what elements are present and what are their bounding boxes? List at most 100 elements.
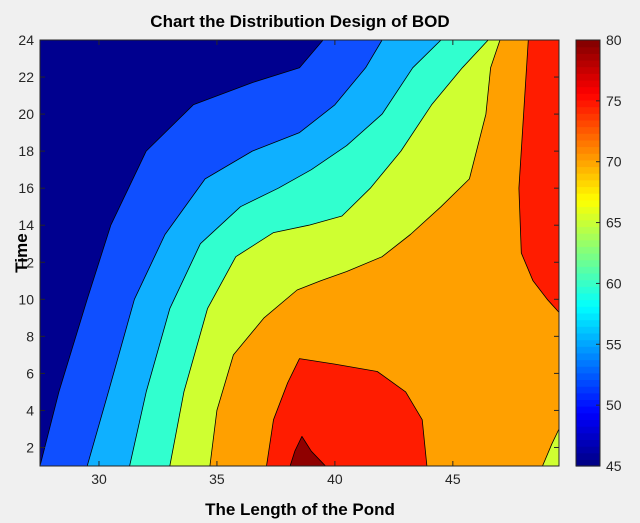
colorbar-swatch xyxy=(576,239,600,247)
region-75-80-bottom xyxy=(266,358,427,466)
colorbar-tick-label: 50 xyxy=(606,397,622,413)
colorbar-swatch xyxy=(576,79,600,88)
y-tick-label: 4 xyxy=(26,402,34,418)
colorbar-swatch xyxy=(576,46,600,54)
colorbar-swatch xyxy=(576,126,600,134)
y-tick-label: 6 xyxy=(26,365,34,381)
y-tick-label: 10 xyxy=(18,291,34,307)
x-tick-label: 45 xyxy=(445,471,461,487)
x-axis-label: The Length of the Pond xyxy=(205,500,395,519)
colorbar-swatch xyxy=(576,346,600,354)
colorbar-swatch xyxy=(576,206,600,214)
colorbar-swatch xyxy=(576,219,600,227)
colorbar-swatch xyxy=(576,93,600,101)
contour-line-65 xyxy=(169,40,489,466)
y-tick-label: 16 xyxy=(18,180,34,196)
contour-line-75 xyxy=(518,40,559,313)
region-70-75 xyxy=(209,40,559,466)
colorbar-swatch xyxy=(576,366,600,374)
region-75-80-right xyxy=(518,40,559,313)
colorbar-swatch xyxy=(576,259,600,267)
y-axis-label: Time xyxy=(12,233,31,272)
x-axis: 30 35 40 45 xyxy=(91,40,461,487)
colorbar-swatch xyxy=(576,266,600,274)
x-tick-label: 35 xyxy=(209,471,225,487)
colorbar-swatch xyxy=(576,233,600,241)
colorbar-swatch xyxy=(576,406,600,414)
colorbar-swatch xyxy=(576,359,600,367)
plot-frame xyxy=(39,39,560,467)
colorbar-swatch xyxy=(576,439,600,447)
region-80-peak xyxy=(290,436,326,466)
colorbar-swatch xyxy=(576,113,600,121)
colorbar-swatch xyxy=(576,372,600,381)
colorbar-swatch xyxy=(576,166,600,174)
colorbar-swatch xyxy=(576,379,600,387)
colorbar: 45 50 55 60 65 70 75 80 xyxy=(575,32,622,474)
y-tick-label: 14 xyxy=(18,217,34,233)
colorbar-swatch xyxy=(576,73,600,81)
colorbar-swatch xyxy=(576,253,600,261)
colorbar-swatch xyxy=(576,452,600,460)
colorbar-frame xyxy=(575,39,601,467)
contour-line-70 xyxy=(209,40,501,466)
colorbar-tick-label: 45 xyxy=(606,458,622,474)
contour-line-55 xyxy=(86,40,383,466)
colorbar-swatch xyxy=(576,53,600,61)
colorbar-swatch xyxy=(576,199,600,208)
contour-line-50 xyxy=(40,40,324,466)
colorbar-swatch xyxy=(576,339,600,347)
colorbar-swatch xyxy=(576,399,600,407)
colorbar-swatch xyxy=(576,306,600,314)
colorbar-swatch xyxy=(576,59,600,68)
colorbar-swatch xyxy=(576,419,600,427)
colorbar-swatch xyxy=(576,459,600,467)
colorbar-swatch xyxy=(576,326,600,334)
colorbar-tick-label: 70 xyxy=(606,154,622,170)
colorbar-swatch xyxy=(576,292,600,301)
colorbar-swatch xyxy=(576,133,600,141)
colorbar-swatch xyxy=(576,106,600,114)
contour-lines xyxy=(40,40,559,466)
colorbar-swatch xyxy=(576,446,600,454)
x-tick-label: 30 xyxy=(91,471,107,487)
colorbar-swatch xyxy=(576,193,600,201)
colorbar-swatch xyxy=(576,213,600,221)
colorbar-swatch xyxy=(576,86,600,94)
colorbar-swatch xyxy=(576,186,600,194)
colorbar-swatch xyxy=(576,319,600,327)
colorbar-swatch xyxy=(576,179,600,188)
colorbar-swatch xyxy=(576,173,600,181)
colorbar-swatch xyxy=(576,226,600,234)
colorbar-tick-label: 75 xyxy=(606,93,622,109)
y-tick-label: 8 xyxy=(26,328,34,344)
colorbar-swatch xyxy=(576,146,600,154)
colorbar-swatch xyxy=(576,426,600,434)
chart-title: Chart the Distribution Design of BOD xyxy=(150,12,449,31)
colorbar-swatch xyxy=(576,139,600,148)
colorbar-swatch xyxy=(576,246,600,254)
colorbar-tick-label: 80 xyxy=(606,32,622,48)
colorbar-swatch xyxy=(576,299,600,307)
y-tick-label: 2 xyxy=(26,439,34,455)
colorbar-swatch xyxy=(576,386,600,394)
colorbar-swatch xyxy=(576,432,600,440)
y-tick-label: 24 xyxy=(18,32,34,48)
x-tick-label: 40 xyxy=(327,471,343,487)
colorbar-swatch xyxy=(576,99,600,108)
contour-line-60 xyxy=(129,40,442,466)
colorbar-swatch xyxy=(576,332,600,341)
colorbar-tick-label: 55 xyxy=(606,336,622,352)
y-tick-label: 18 xyxy=(18,143,34,159)
colorbar-swatch xyxy=(576,352,600,361)
colorbar-swatch xyxy=(576,286,600,294)
colorbar-swatch xyxy=(576,312,600,321)
y-tick-label: 20 xyxy=(18,106,34,122)
colorbar-swatch xyxy=(576,153,600,161)
colorbar-swatch xyxy=(576,159,600,168)
y-tick-label: 12 xyxy=(18,254,34,270)
